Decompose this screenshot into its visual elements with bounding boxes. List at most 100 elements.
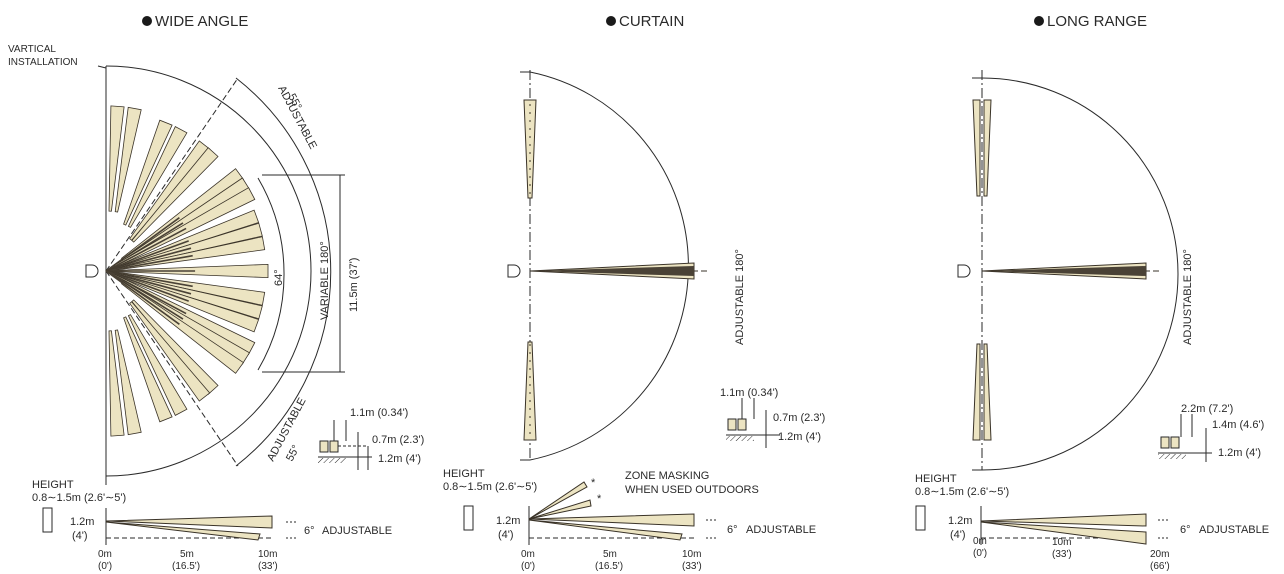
- panel-long-range: LONG RANGE ADJUSTABLE 180° 2.2m (7.2') 1…: [915, 13, 1269, 572]
- long-beam-up-right: [983, 99, 992, 197]
- tick-0-ft: (0'): [973, 548, 987, 559]
- side-view: HEIGHT 0.8∼1.5m (2.6'∼5') 1.2m (4') 6° A…: [915, 473, 1269, 572]
- long-beam-down-left: [972, 343, 981, 441]
- tick-0-m: 0m: [973, 536, 987, 547]
- asterisk-1: *: [591, 477, 596, 489]
- wide-beam: [131, 147, 219, 243]
- side-beam-lower: [528, 519, 683, 541]
- height-title: HEIGHT: [32, 479, 74, 491]
- range-arc: [105, 65, 312, 477]
- mount-height-ft: (4'): [72, 530, 88, 542]
- panel-title: CURTAIN: [619, 13, 684, 30]
- long-beam-up-left: [972, 99, 981, 197]
- tick-0-m: 0m: [521, 549, 535, 560]
- spot-mid: 0.7m (2.3'): [773, 412, 825, 424]
- side-beam-upper: [980, 513, 1147, 527]
- tick-1-m: 10m: [1052, 537, 1071, 548]
- wide-beam-core: [105, 227, 187, 272]
- wide-beam: [123, 316, 173, 423]
- height-range: 0.8∼1.5m (2.6'∼5'): [32, 492, 126, 504]
- masking-line2: WHEN USED OUTDOORS: [625, 484, 759, 496]
- wide-beam: [114, 106, 142, 213]
- mount-height: 1.2m: [70, 516, 94, 528]
- side-beam-lower: [105, 521, 261, 541]
- long-beam-down-right: [983, 343, 992, 441]
- wide-beam: [127, 314, 188, 416]
- angle-64-label: 64°: [273, 269, 285, 286]
- spot-height: 1.2m (4'): [378, 453, 421, 465]
- tick-0-ft: (0'): [98, 561, 112, 572]
- tick-1-m: 5m: [603, 549, 617, 560]
- side-sensor-icon: [42, 507, 53, 533]
- spot-spacing: 2.2m (7.2'): [1181, 403, 1233, 415]
- tick-1-ft: (16.5'): [172, 561, 200, 572]
- adjustable-180-label: ADJUSTABLE 180°: [734, 249, 746, 345]
- side-beam-lower: [980, 521, 1147, 545]
- tick-2-ft: (66'): [1150, 561, 1170, 572]
- height-range: 0.8∼1.5m (2.6'∼5'): [443, 481, 537, 493]
- tilt-angle: 6°: [304, 525, 315, 537]
- adjustable-arc-outer: [235, 77, 332, 467]
- masking-line1: ZONE MASKING: [625, 470, 709, 482]
- wide-beam: [108, 330, 125, 437]
- wide-beam-group: [105, 105, 269, 437]
- adjustable-bottom-angle: 55°: [284, 443, 302, 463]
- wide-beam-core: [105, 270, 189, 302]
- wide-beam-core: [105, 254, 193, 272]
- tilt-label: ADJUSTABLE: [746, 524, 816, 536]
- inner-arc-64: [257, 177, 285, 371]
- wide-beam: [105, 270, 260, 333]
- width-label: 11.5m (37'): [348, 258, 360, 312]
- wide-beam-core: [105, 270, 187, 315]
- title-bullet: [606, 16, 616, 26]
- side-view: HEIGHT 0.8∼1.5m (2.6'∼5') 1.2m (4') 6° A…: [32, 479, 392, 572]
- install-label-line2: INSTALLATION: [8, 57, 78, 68]
- tick-1-m: 5m: [180, 549, 194, 560]
- panel-title: LONG RANGE: [1047, 13, 1147, 30]
- tick-0-m: 0m: [98, 549, 112, 560]
- panel-wide-angle: WIDE ANGLE VARTICAL INSTALLATION 64° VAR…: [8, 13, 424, 572]
- sensor-icon: [85, 264, 99, 278]
- wide-beam: [129, 301, 211, 402]
- adjust-tick-bottom: [105, 270, 239, 467]
- range-arc: [981, 77, 1179, 471]
- height-title: HEIGHT: [915, 473, 957, 485]
- wide-beam: [127, 126, 188, 228]
- wide-beam: [108, 105, 125, 212]
- spot-spacing: 1.1m (0.34'): [350, 407, 408, 419]
- adjust-tick-top: [105, 77, 239, 272]
- tilt-label: ADJUSTABLE: [322, 525, 392, 537]
- wide-beam: [123, 119, 173, 226]
- title-bullet: [142, 16, 152, 26]
- spot-mid: 0.7m (2.3'): [372, 434, 424, 446]
- adjustable-180-label: ADJUSTABLE 180°: [1182, 249, 1194, 345]
- tick-1-ft: (16.5'): [595, 561, 623, 572]
- side-view: HEIGHT 0.8∼1.5m (2.6'∼5') ZONE MASKING W…: [443, 468, 816, 572]
- wide-beam-core: [105, 217, 180, 272]
- spot-size-inset: 2.2m (7.2') 1.4m (4.6') 1.2m (4'): [1158, 403, 1264, 462]
- tilt-label: ADJUSTABLE: [1199, 524, 1269, 536]
- wide-beam-core: [105, 270, 180, 325]
- height-title: HEIGHT: [443, 468, 485, 480]
- spot-height: 1.2m (4'): [1218, 447, 1261, 459]
- install-pointer: [97, 65, 107, 69]
- tilt-angle: 6°: [1180, 524, 1191, 536]
- sensor-icon: [957, 264, 971, 278]
- panel-title: WIDE ANGLE: [155, 13, 248, 30]
- tick-2-m: 20m: [1150, 549, 1169, 560]
- mount-height-ft: (4'): [498, 529, 514, 541]
- tick-2-m: 10m: [258, 549, 277, 560]
- mount-height-ft: (4'): [950, 529, 966, 541]
- tilt-angle: 6°: [727, 524, 738, 536]
- title-bullet: [1034, 16, 1044, 26]
- variable-180-label: VARIABLE 180°: [319, 241, 331, 320]
- masked-beam-2: [528, 499, 592, 520]
- height-range: 0.8∼1.5m (2.6'∼5'): [915, 486, 1009, 498]
- side-beam-upper: [528, 513, 695, 527]
- spot-height: 1.2m (4'): [778, 431, 821, 443]
- sensor-icon: [507, 264, 521, 278]
- mount-height: 1.2m: [496, 515, 520, 527]
- masked-beam-1: [528, 481, 588, 520]
- curtain-beam-up: [523, 99, 537, 199]
- tick-2-ft: (33'): [682, 561, 702, 572]
